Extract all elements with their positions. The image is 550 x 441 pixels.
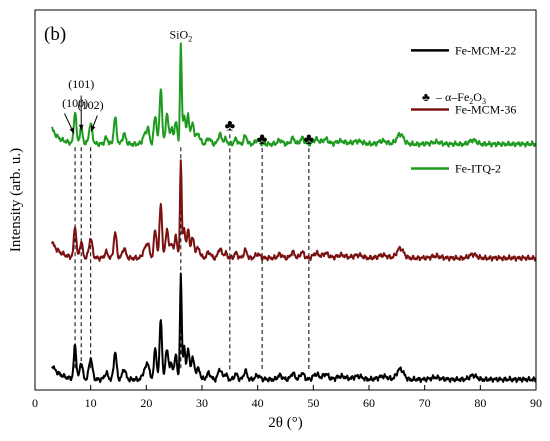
panel-label: (b) <box>44 24 66 45</box>
annotation-text: SiO <box>170 28 189 42</box>
club-icon: ♣ <box>304 131 315 148</box>
x-tick-label: 10 <box>85 396 97 410</box>
annotation-text: (101) <box>68 77 94 91</box>
x-tick-label: 80 <box>474 396 486 410</box>
legend-label: Fe-ITQ-2 <box>455 162 501 176</box>
x-axis-title: 2θ (°) <box>268 415 302 431</box>
arrow-head-icon <box>78 124 84 131</box>
marker-legend: ♣ – α–Fe2O3 <box>422 90 486 106</box>
marker-legend-mid: O <box>473 90 482 104</box>
x-tick-label: 50 <box>307 396 319 410</box>
marker-legend-label: – α–Fe2O3 <box>435 90 486 106</box>
x-tick-label: 60 <box>363 396 375 410</box>
reference-dashes <box>74 134 310 371</box>
x-tick-label: 0 <box>32 396 38 410</box>
marker-legend-sub1: 2 <box>469 97 473 106</box>
arrow-head-icon <box>69 127 74 134</box>
series-lines <box>50 42 537 384</box>
legend-label: Fe-MCM-36 <box>455 102 516 116</box>
annotation-sio2: SiO2 <box>170 28 193 44</box>
series-line-0 <box>51 272 537 384</box>
annotation-text: (102) <box>78 98 104 112</box>
plot-frame <box>34 9 537 391</box>
y-axis-title: Intensity (arb. u.) <box>8 148 24 252</box>
x-axis-ticks: 0 10 20 30 40 50 60 70 80 90 <box>32 385 542 410</box>
club-icon: ♣ <box>422 90 430 104</box>
legend: Fe-MCM-22 Fe-MCM-36 Fe-ITQ-2 ♣ – α–Fe2O3 <box>400 14 532 176</box>
x-tick-label: 30 <box>196 396 208 410</box>
marker-legend-pre: – α–Fe <box>435 90 469 104</box>
legend-box <box>400 14 532 116</box>
legend-label: Fe-MCM-22 <box>455 43 516 57</box>
series-line-2 <box>50 42 537 148</box>
x-tick-label: 40 <box>252 396 264 410</box>
x-tick-label: 20 <box>140 396 152 410</box>
arrow-head-icon <box>91 125 96 132</box>
peak-annotations: SiO2(100)(101)(102) <box>62 28 192 134</box>
annotation-p101: (101) <box>68 77 94 91</box>
fe2o3-markers: ♣ ♣ ♣ <box>225 117 315 148</box>
x-tick-label: 70 <box>419 396 431 410</box>
club-icon: ♣ <box>225 117 236 134</box>
x-tick-label: 90 <box>530 396 542 410</box>
annotation-subscript: 2 <box>188 35 192 44</box>
club-icon: ♣ <box>257 131 268 148</box>
series-line-1 <box>50 159 537 262</box>
marker-legend-sub2: 3 <box>482 97 486 106</box>
annotation-p102: (102) <box>78 98 104 112</box>
